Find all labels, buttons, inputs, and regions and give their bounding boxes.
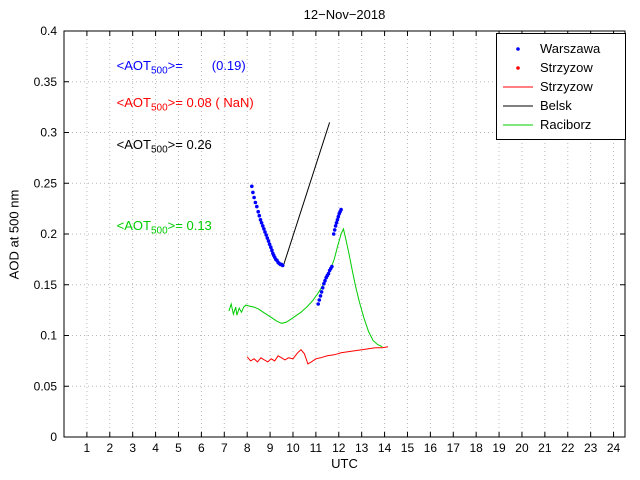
chart-title: 12−Nov−2018 <box>303 7 386 22</box>
legend-dot-marker-icon <box>516 65 520 70</box>
annotation-value: (0.19) <box>182 57 246 73</box>
legend-line-marker-icon <box>503 105 533 106</box>
annotation-operator: >= <box>167 217 183 233</box>
annotation-subscript: 500 <box>150 144 168 156</box>
svg-text:4: 4 <box>152 441 159 455</box>
svg-text:22: 22 <box>561 441 575 455</box>
legend-item-strzyzow: Strzyzow <box>501 77 615 96</box>
legend-label: Raciborz <box>540 117 592 132</box>
svg-text:0.3: 0.3 <box>40 126 57 140</box>
svg-text:11: 11 <box>310 441 323 455</box>
svg-text:7: 7 <box>221 441 228 455</box>
svg-text:9: 9 <box>267 441 274 455</box>
annotation-operator: >= <box>167 57 183 73</box>
annotation-value: 0.13 <box>182 217 212 233</box>
legend-label: Warszawa <box>540 41 601 56</box>
annotation-belsk-mean: <AOT500>= 0.26 <box>117 137 212 156</box>
svg-text:18: 18 <box>469 441 483 455</box>
svg-text:0.35: 0.35 <box>34 75 58 89</box>
y-axis-label: AOD at 500 nm <box>6 189 22 280</box>
svg-text:17: 17 <box>447 441 461 455</box>
annotation-subscript: 500 <box>150 65 168 77</box>
annotation-prefix: <AOT <box>116 136 151 152</box>
annotation-subscript: 500 <box>150 102 168 114</box>
svg-text:1: 1 <box>84 441 91 455</box>
svg-text:19: 19 <box>492 441 506 455</box>
svg-text:6: 6 <box>198 441 205 455</box>
legend-item-raciborz: Raciborz <box>501 115 615 134</box>
svg-text:15: 15 <box>401 441 415 455</box>
svg-text:0: 0 <box>50 430 57 444</box>
svg-text:0.05: 0.05 <box>34 379 58 393</box>
legend-line-marker-icon <box>503 124 533 125</box>
legend-label: Strzyzow <box>540 60 593 75</box>
svg-text:13: 13 <box>355 441 369 455</box>
svg-text:0.2: 0.2 <box>40 227 57 241</box>
annotation-operator: >= <box>167 136 183 152</box>
svg-text:21: 21 <box>538 441 552 455</box>
legend-item-belsk: Belsk <box>501 96 615 115</box>
legend-item-strzyzow: Strzyzow <box>501 58 615 77</box>
svg-text:8: 8 <box>244 441 251 455</box>
annotation-strzyzow-mean: <AOT500>= 0.08 ( NaN) <box>117 95 254 114</box>
svg-text:14: 14 <box>378 441 392 455</box>
legend-label: Belsk <box>540 98 572 113</box>
svg-text:0.4: 0.4 <box>40 24 57 38</box>
svg-text:5: 5 <box>175 441 182 455</box>
annotation-raciborz-mean: <AOT500>= 0.13 <box>117 218 212 237</box>
annotation-operator: >= <box>167 95 183 111</box>
svg-text:12: 12 <box>332 441 346 455</box>
svg-text:16: 16 <box>424 441 438 455</box>
svg-text:0.15: 0.15 <box>34 278 58 292</box>
svg-text:2: 2 <box>106 441 113 455</box>
annotation-value: 0.08 ( NaN) <box>182 95 254 111</box>
annotation-prefix: <AOT <box>116 217 151 233</box>
annotation-value: 0.26 <box>182 136 212 152</box>
svg-text:10: 10 <box>286 441 300 455</box>
svg-text:0.1: 0.1 <box>40 329 57 343</box>
annotation-subscript: 500 <box>150 225 168 237</box>
svg-text:0.25: 0.25 <box>34 176 58 190</box>
legend-dot-marker-icon <box>516 46 520 51</box>
svg-text:3: 3 <box>129 441 136 455</box>
svg-text:23: 23 <box>584 441 598 455</box>
legend-item-warszawa: Warszawa <box>501 39 615 58</box>
svg-text:20: 20 <box>515 441 529 455</box>
x-axis-label: UTC <box>331 456 358 471</box>
legend-label: Strzyzow <box>540 79 593 94</box>
annotation-warszawa-mean: <AOT500>= (0.19) <box>117 58 246 77</box>
annotation-prefix: <AOT <box>116 95 151 111</box>
legend-line-marker-icon <box>503 86 533 87</box>
legend: Warszawa Strzyzow Strzyzow Belsk Raciborz <box>496 33 626 140</box>
annotation-prefix: <AOT <box>116 57 151 73</box>
svg-text:24: 24 <box>607 441 621 455</box>
